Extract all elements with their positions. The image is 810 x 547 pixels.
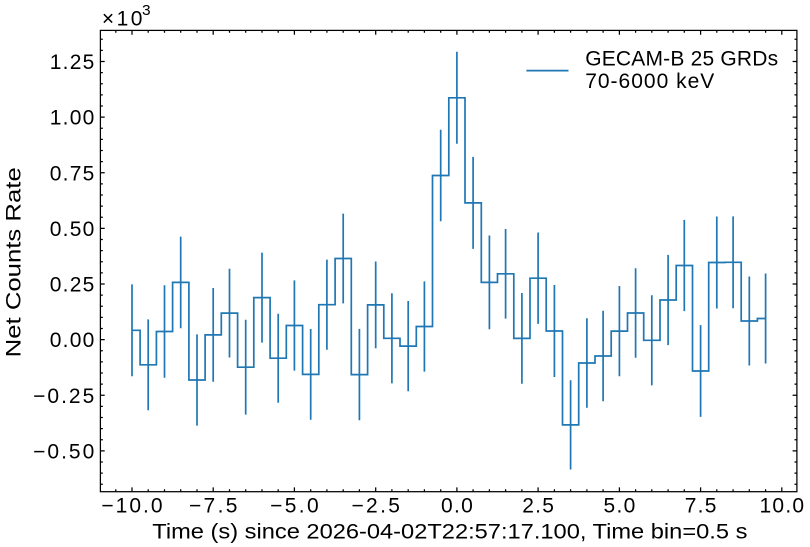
svg-text:0.50: 0.50 [50, 218, 95, 241]
svg-text:Net Counts Rate: Net Counts Rate [2, 167, 25, 357]
svg-text:−0.50: −0.50 [33, 441, 94, 464]
svg-text:0.75: 0.75 [50, 162, 95, 185]
svg-text:5.0: 5.0 [604, 494, 636, 517]
svg-text:0.00: 0.00 [50, 329, 95, 352]
svg-text:×10: ×10 [102, 8, 142, 31]
svg-text:0.25: 0.25 [50, 274, 95, 297]
svg-text:10.0: 10.0 [760, 494, 805, 517]
svg-text:−5.0: −5.0 [270, 494, 319, 517]
svg-text:0.0: 0.0 [441, 494, 473, 517]
svg-text:−2.5: −2.5 [351, 494, 400, 517]
svg-text:−0.25: −0.25 [33, 385, 94, 408]
svg-text:1.25: 1.25 [50, 51, 95, 74]
svg-text:7.5: 7.5 [685, 494, 717, 517]
svg-text:70-6000 keV: 70-6000 keV [585, 70, 714, 93]
svg-text:Time (s) since 2026-04-02T22:5: Time (s) since 2026-04-02T22:57:17.100, … [152, 521, 747, 544]
svg-text:3: 3 [142, 2, 151, 19]
svg-text:1.00: 1.00 [50, 107, 95, 130]
svg-text:−7.5: −7.5 [189, 494, 238, 517]
svg-text:2.5: 2.5 [522, 494, 554, 517]
svg-text:−10.0: −10.0 [101, 494, 162, 517]
svg-text:GECAM-B 25 GRDs: GECAM-B 25 GRDs [585, 47, 778, 70]
